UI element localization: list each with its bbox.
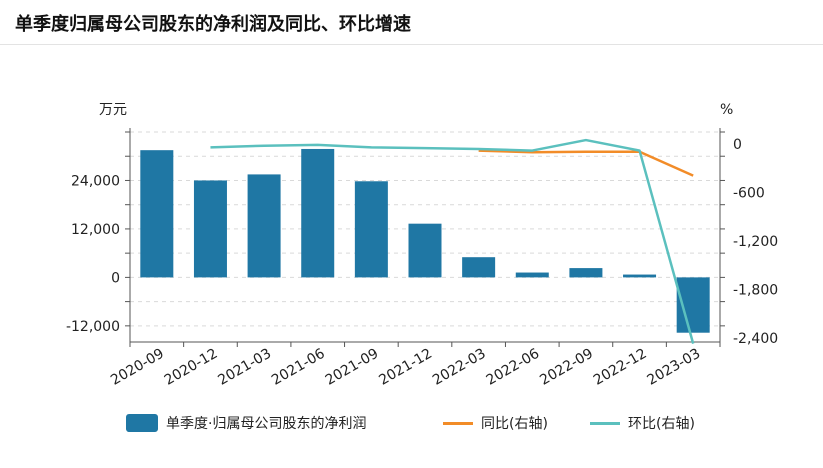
legend-item-bar[interactable]: 单季度·归属母公司股东的净利润 — [126, 410, 366, 436]
x-tick-label: 2022-03 — [430, 346, 489, 389]
x-tick-label: 2023-03 — [645, 346, 704, 389]
legend-label-yoy: 同比(右轴) — [481, 416, 548, 432]
x-tick-label: 2021-03 — [215, 346, 274, 389]
chart-svg: -12,000 0 12,000 24,000 万元 -2,400 -1,800 -1,200… — [66, 102, 778, 389]
x-tick-label: 2022-12 — [591, 346, 650, 389]
legend-item-yoy[interactable]: 同比(右轴) — [443, 410, 548, 436]
bar — [515, 272, 549, 278]
header: 单季度归属母公司股东的净利润及同比、环比增速 — [0, 0, 823, 45]
x-tick-label: 2021-09 — [323, 346, 382, 389]
bar — [462, 257, 496, 278]
left-tick-label: 0 — [111, 270, 120, 286]
x-tick-label: 2022-06 — [484, 346, 543, 389]
legend-qoq-swatch — [590, 421, 620, 425]
legend-yoy-swatch — [443, 421, 473, 425]
bar — [623, 274, 657, 278]
x-tick-label: 2021-06 — [269, 346, 328, 389]
chart-title: 单季度归属母公司股东的净利润及同比、环比增速 — [15, 14, 411, 35]
right-tick-label: 0 — [733, 137, 742, 153]
x-tick-label: 2021-12 — [376, 346, 435, 389]
right-tick-label: -2,400 — [733, 331, 778, 347]
left-tick-label: 24,000 — [71, 173, 120, 189]
right-tick-label: -1,200 — [733, 234, 778, 250]
series-line — [478, 149, 694, 177]
legend-bar-swatch — [126, 414, 158, 432]
bar — [408, 223, 442, 278]
x-tick-label: 2022-09 — [537, 346, 596, 389]
right-tick-label: -600 — [733, 186, 765, 202]
left-axis-unit: 万元 — [99, 102, 127, 118]
x-tick-label: 2020-09 — [108, 346, 167, 389]
bar — [301, 148, 335, 278]
bar — [354, 181, 388, 278]
x-tick-label: 2020-12 — [162, 346, 221, 389]
left-tick-label: 12,000 — [71, 222, 120, 238]
right-axis-unit: % — [720, 102, 733, 118]
bar — [569, 268, 603, 278]
bar — [193, 180, 227, 278]
bar — [140, 150, 174, 278]
legend: 单季度·归属母公司股东的净利润 同比(右轴) 环比(右轴) — [0, 410, 823, 436]
legend-label-qoq: 环比(右轴) — [628, 416, 695, 432]
left-tick-label: -12,000 — [66, 319, 120, 335]
legend-label-bar: 单季度·归属母公司股东的净利润 — [166, 416, 367, 432]
right-tick-label: -1,800 — [733, 283, 778, 299]
legend-item-qoq[interactable]: 环比(右轴) — [590, 410, 695, 436]
bar — [247, 174, 281, 278]
series-line — [210, 138, 695, 344]
